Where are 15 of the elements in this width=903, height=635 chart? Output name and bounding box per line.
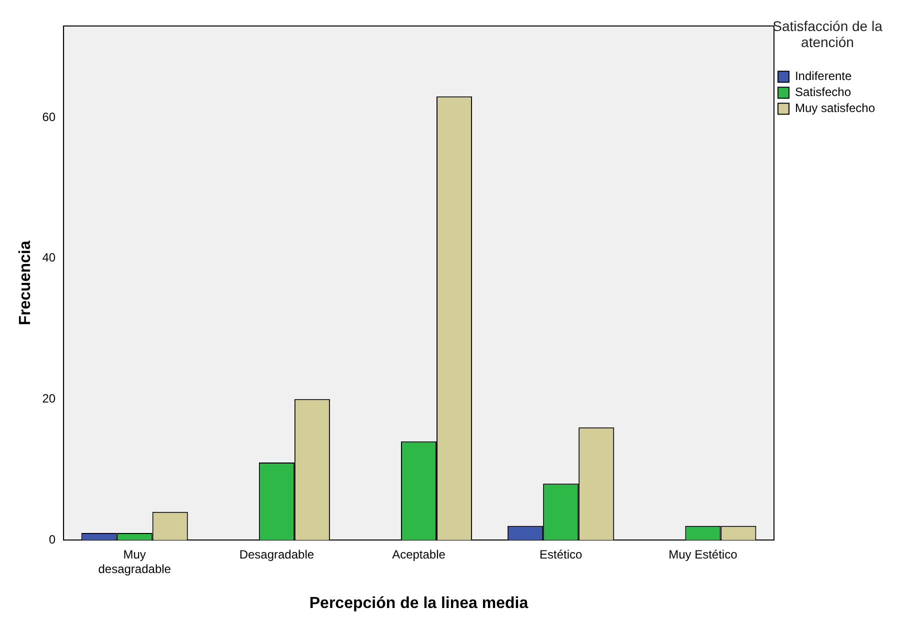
legend-label: Satisfecho (794, 85, 852, 100)
x-tick-label: Muy desagradable (98, 548, 172, 576)
x-tick-label: Desagradable (239, 548, 314, 562)
x-tick-label: Aceptable (392, 548, 446, 562)
legend-label: Indiferente (794, 69, 852, 84)
legend-label: Muy satisfecho (794, 101, 876, 116)
y-tick-label: 0 (48, 532, 56, 546)
legend-title: Satisfacción de la atención (772, 18, 884, 50)
y-tick-label: 40 (42, 250, 56, 265)
y-axis-title: Frecuencia (17, 240, 34, 326)
x-axis-title: Percepción de la linea media (309, 594, 528, 612)
y-tick-label: 20 (42, 391, 56, 406)
x-tick-label: Estético (539, 548, 583, 562)
y-tick-label: 60 (42, 110, 56, 124)
x-tick-label: Muy Estético (668, 548, 738, 562)
